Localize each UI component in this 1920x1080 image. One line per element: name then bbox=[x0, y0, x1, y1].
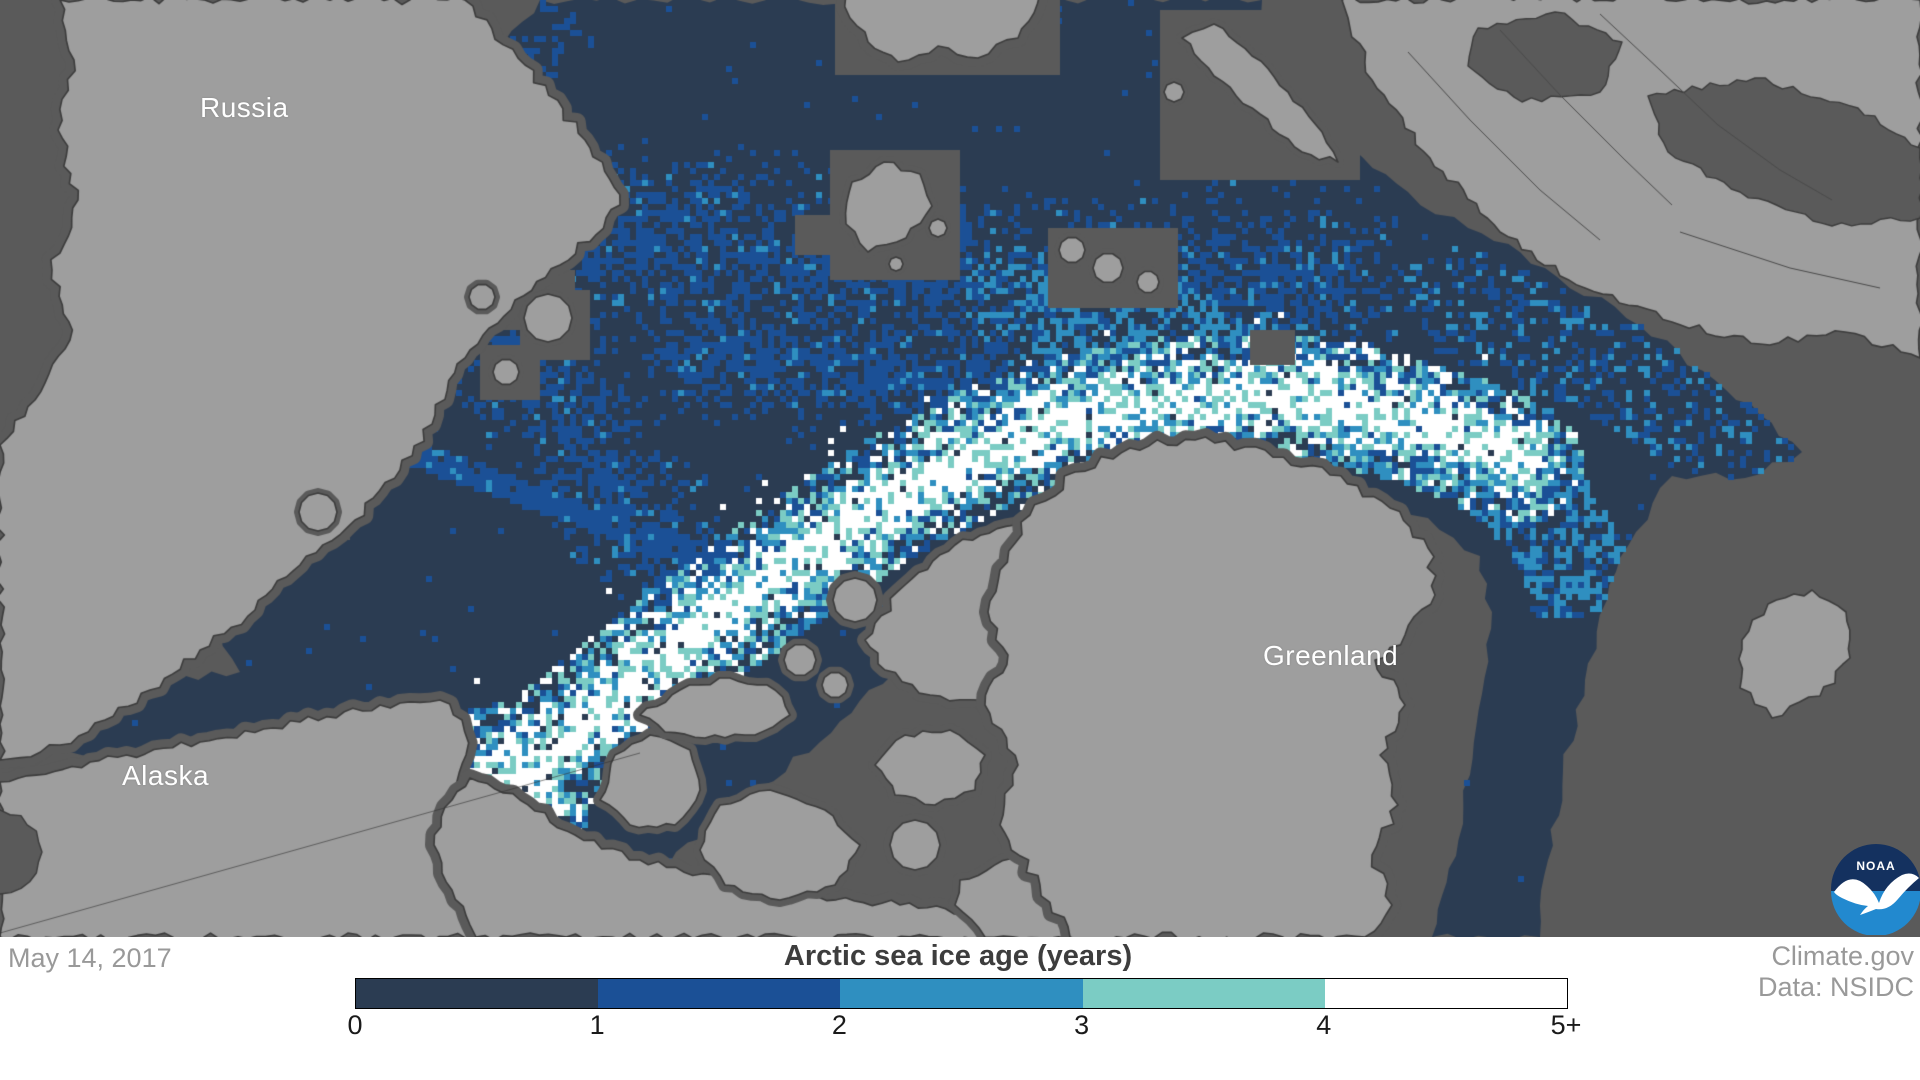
legend-title: Arctic sea ice age (years) bbox=[783, 940, 1133, 972]
legend-tick-3: 3 bbox=[1074, 1010, 1090, 1040]
legend-segment-1-2 bbox=[598, 979, 841, 1008]
legend-tick-2: 2 bbox=[831, 1010, 847, 1040]
legend-segment-2-3 bbox=[840, 979, 1083, 1008]
legend-tick-0: 0 bbox=[347, 1010, 363, 1040]
legend-tick-1: 1 bbox=[589, 1010, 605, 1040]
map-label-alaska: Alaska bbox=[122, 760, 210, 791]
legend-colorbar bbox=[355, 978, 1568, 1009]
legend-segment-4-5+ bbox=[1324, 979, 1568, 1008]
legend-tick-5+: 5+ bbox=[1550, 1010, 1582, 1040]
noaa-logo-text: NOAA bbox=[1856, 859, 1895, 873]
footer-band: May 14, 2017 Arctic sea ice age (years) … bbox=[0, 937, 1920, 1080]
map-label-russia: Russia bbox=[200, 92, 289, 123]
noaa-logo: NOAA bbox=[1831, 844, 1920, 935]
legend-segment-3-4 bbox=[1082, 979, 1325, 1008]
date-label: May 14, 2017 bbox=[8, 943, 172, 973]
arctic-map bbox=[0, 0, 1920, 937]
credit-data: Data: NSIDC bbox=[1757, 972, 1914, 1002]
legend-segment-0-1 bbox=[356, 979, 599, 1008]
credit-source: Climate.gov bbox=[1771, 941, 1914, 971]
map-label-greenland: Greenland bbox=[1263, 640, 1399, 671]
legend-tick-4: 4 bbox=[1316, 1010, 1332, 1040]
